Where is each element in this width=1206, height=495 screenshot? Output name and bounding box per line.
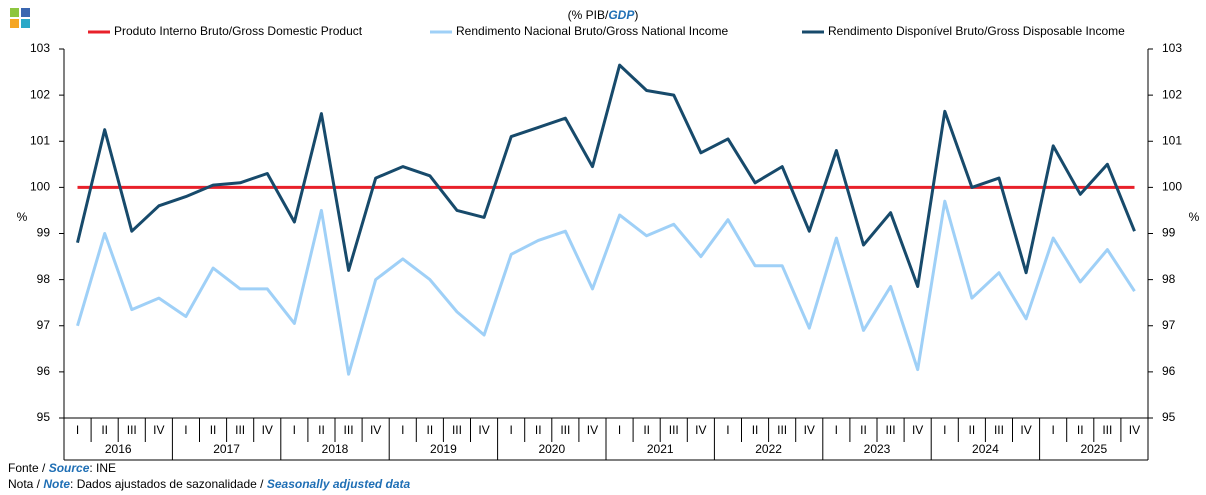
y2-tick-label: 95 — [1162, 410, 1176, 424]
x-tick-label: IV — [804, 423, 815, 437]
x-group-label: 2020 — [538, 442, 565, 456]
x-tick-label: II — [210, 423, 217, 437]
y2-tick-label: 98 — [1162, 272, 1176, 286]
legend-label: Produto Interno Bruto/Gross Domestic Pro… — [114, 24, 363, 38]
x-tick-label: IV — [912, 423, 923, 437]
x-tick-label: III — [994, 423, 1004, 437]
y-tick-label: 102 — [30, 87, 50, 101]
x-tick-label: I — [76, 423, 79, 437]
x-group-label: 2017 — [213, 442, 240, 456]
y-tick-label: 96 — [37, 364, 51, 378]
y-tick-label: 100 — [30, 180, 50, 194]
x-tick-label: I — [835, 423, 838, 437]
x-tick-label: III — [777, 423, 787, 437]
x-tick-label: IV — [1020, 423, 1031, 437]
x-tick-label: II — [643, 423, 650, 437]
x-tick-label: IV — [262, 423, 273, 437]
x-tick-label: II — [101, 423, 108, 437]
x-tick-label: I — [509, 423, 512, 437]
x-tick-label: III — [669, 423, 679, 437]
x-group-label: 2024 — [972, 442, 999, 456]
y2-tick-label: 100 — [1162, 180, 1182, 194]
y-tick-label: 98 — [37, 272, 51, 286]
x-tick-label: II — [535, 423, 542, 437]
legend-label: Rendimento Disponível Bruto/Gross Dispos… — [828, 24, 1125, 38]
y2-tick-label: 97 — [1162, 318, 1176, 332]
x-group-label: 2023 — [864, 442, 891, 456]
y-tick-label: 95 — [37, 410, 51, 424]
x-tick-label: IV — [478, 423, 489, 437]
y2-axis-label: % — [1189, 210, 1200, 224]
x-group-label: 2016 — [105, 442, 132, 456]
y-axis-label: % — [17, 210, 28, 224]
x-group-label: 2019 — [430, 442, 457, 456]
x-tick-label: IV — [587, 423, 598, 437]
x-tick-label: IV — [153, 423, 164, 437]
x-tick-label: III — [560, 423, 570, 437]
x-tick-label: II — [752, 423, 759, 437]
y2-tick-label: 103 — [1162, 41, 1182, 55]
chart-title: (% PIB/GDP) — [568, 8, 639, 22]
x-tick-label: III — [886, 423, 896, 437]
x-tick-label: II — [427, 423, 434, 437]
x-tick-label: IV — [370, 423, 381, 437]
x-tick-label: I — [943, 423, 946, 437]
x-tick-label: III — [452, 423, 462, 437]
logo — [10, 8, 30, 28]
x-tick-label: IV — [695, 423, 706, 437]
y2-tick-label: 96 — [1162, 364, 1176, 378]
x-group-label: 2021 — [647, 442, 674, 456]
x-tick-label: II — [318, 423, 325, 437]
x-tick-label: I — [401, 423, 404, 437]
x-tick-label: II — [969, 423, 976, 437]
series-line — [76, 199, 1136, 376]
x-group-label: 2022 — [755, 442, 782, 456]
x-tick-label: I — [726, 423, 729, 437]
y2-tick-label: 99 — [1162, 226, 1176, 240]
y2-tick-label: 101 — [1162, 133, 1182, 147]
x-tick-label: I — [293, 423, 296, 437]
x-tick-label: II — [860, 423, 867, 437]
y-tick-label: 99 — [37, 226, 51, 240]
x-group-label: 2018 — [322, 442, 349, 456]
note: Nota / Note: Dados ajustados de sazonali… — [8, 477, 411, 491]
x-tick-label: III — [1102, 423, 1112, 437]
y2-tick-label: 102 — [1162, 87, 1182, 101]
legend-label: Rendimento Nacional Bruto/Gross National… — [456, 24, 728, 38]
y-tick-label: 97 — [37, 318, 51, 332]
x-tick-label: III — [127, 423, 137, 437]
y-tick-label: 103 — [30, 41, 50, 55]
series-line — [76, 63, 1136, 288]
x-tick-label: III — [344, 423, 354, 437]
x-tick-label: I — [618, 423, 621, 437]
x-tick-label: I — [1051, 423, 1054, 437]
x-tick-label: II — [1077, 423, 1084, 437]
x-tick-label: I — [184, 423, 187, 437]
y-tick-label: 101 — [30, 133, 50, 147]
x-group-label: 2025 — [1080, 442, 1107, 456]
note: Fonte / Source: INE — [8, 461, 116, 475]
x-tick-label: IV — [1129, 423, 1140, 437]
x-tick-label: III — [235, 423, 245, 437]
